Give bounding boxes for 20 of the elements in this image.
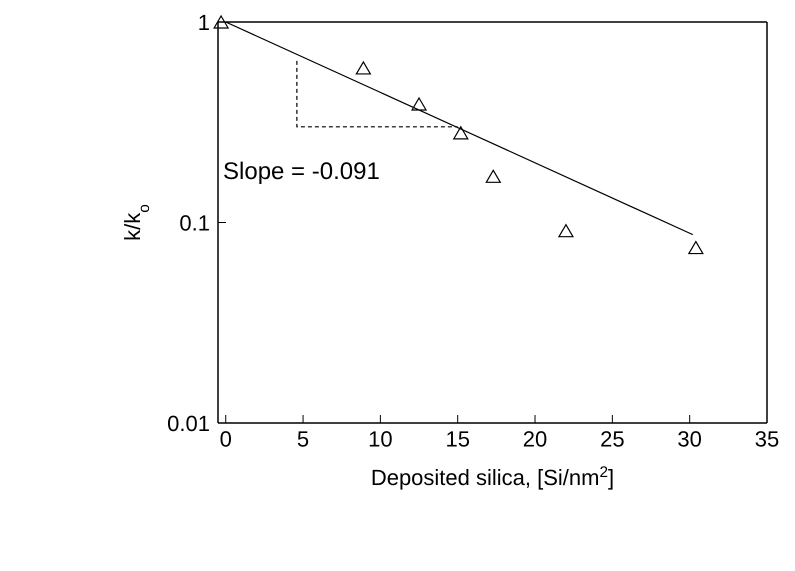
x-tick-label: 10 — [368, 426, 393, 452]
point — [453, 126, 468, 140]
point — [411, 97, 427, 111]
x-axis-title: Deposited silica, [Si/nm$^{2}$] — [370, 464, 614, 490]
x-tick-label: 30 — [677, 426, 702, 452]
y-tick-label: 0.01 — [167, 410, 210, 436]
x-tick-label: 35 — [754, 426, 780, 452]
point — [558, 224, 574, 238]
point — [486, 170, 501, 183]
x-tick-label: 15 — [445, 426, 470, 452]
annotation: Slope = -0.091 — [223, 158, 380, 186]
x-tick-label: 5 — [296, 426, 310, 452]
x-tick-label: 25 — [600, 426, 625, 452]
x-tick-label: 20 — [522, 426, 548, 452]
y-tick-label: 1 — [198, 10, 210, 35]
y-tick-label: 0.1 — [179, 210, 210, 236]
x-tick-label: 0 — [220, 426, 232, 452]
point — [688, 240, 704, 254]
point — [356, 61, 371, 75]
point — [213, 15, 229, 29]
